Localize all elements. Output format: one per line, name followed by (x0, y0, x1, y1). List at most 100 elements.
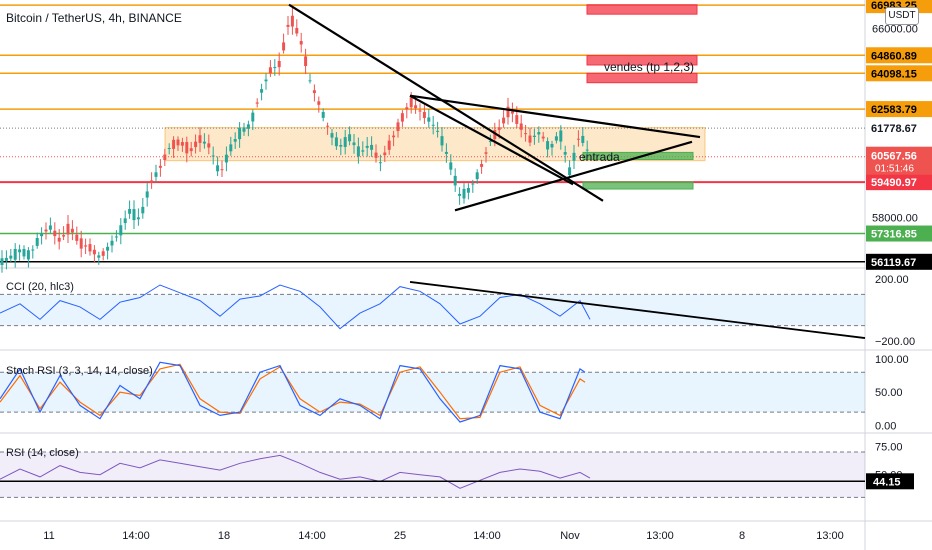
candle (224, 154, 228, 163)
rsi-pane-title: RSI (14, close) (6, 447, 79, 459)
candle (277, 60, 281, 68)
trendline (454, 140, 693, 212)
candle (334, 137, 338, 147)
level-label-bg (866, 65, 932, 82)
candle (251, 112, 255, 122)
candle (405, 107, 409, 110)
currency-button[interactable]: USDT (885, 7, 919, 25)
candle (101, 251, 105, 256)
candle (392, 135, 396, 138)
trendline (409, 94, 574, 186)
candle (202, 141, 206, 144)
candle (541, 136, 545, 139)
candle (304, 56, 308, 67)
candle (220, 169, 224, 171)
candle (576, 138, 580, 140)
candle (119, 225, 123, 236)
candle (110, 240, 114, 246)
candle (312, 90, 316, 94)
candle (383, 152, 387, 156)
candle (176, 139, 180, 146)
candle (409, 97, 413, 108)
candle (352, 142, 356, 146)
candle (84, 245, 88, 247)
osc-tick-label: 100.00 (875, 354, 909, 366)
candle (480, 164, 484, 167)
candle (572, 152, 576, 161)
rsi-line (0, 454, 591, 489)
candle (216, 165, 220, 172)
candle (431, 124, 435, 126)
sell-note: vendes (tp 1,2,3) (604, 60, 694, 74)
candle (436, 130, 440, 132)
level-label: 62583.79 (871, 104, 917, 116)
candle (295, 27, 299, 34)
time-tick-label: 14:00 (298, 530, 326, 542)
candle (123, 218, 127, 224)
level-label-bg (866, 174, 932, 191)
time-tick-label: Nov (560, 530, 580, 542)
cci-line (0, 284, 591, 330)
candle (299, 41, 303, 45)
countdown-label: 01:51:46 (875, 164, 914, 175)
candle (585, 149, 589, 151)
candle (268, 67, 272, 74)
level-label: 57316.85 (871, 229, 917, 241)
candle (40, 233, 44, 237)
candle (326, 125, 330, 127)
time-tick-label: 13:00 (816, 530, 844, 542)
candle (255, 102, 259, 104)
level-label: 59490.97 (871, 177, 917, 189)
candle (273, 67, 277, 69)
candle (189, 148, 193, 152)
candle (233, 139, 237, 142)
candle (282, 42, 286, 51)
candle (502, 117, 506, 124)
last-price-label: 60567.56 (871, 151, 917, 163)
candle (546, 141, 550, 150)
candle (475, 172, 479, 180)
entry-box (582, 151, 694, 160)
candle (154, 172, 158, 177)
candle (427, 117, 431, 122)
candle (422, 111, 426, 118)
time-tick-label: 8 (739, 530, 745, 542)
stoch-d-line (0, 363, 586, 420)
candle (106, 246, 110, 251)
osc-tick-label: 50.00 (875, 387, 903, 399)
osc-tick-label: 0.00 (875, 420, 896, 432)
candle (528, 135, 532, 143)
candle (62, 235, 66, 237)
candle (317, 101, 321, 105)
band-fill (0, 452, 865, 498)
candle (211, 155, 215, 157)
candle (506, 106, 510, 118)
level-label: 64098.15 (871, 68, 917, 80)
level-label: 64860.89 (871, 50, 917, 62)
candle (339, 145, 343, 147)
entry-box (582, 181, 694, 190)
candle (453, 175, 457, 186)
price-drawings (0, 4, 865, 263)
candle (18, 249, 22, 253)
candle (524, 133, 528, 135)
rsi-level-label: 44.15 (873, 476, 901, 488)
candle (92, 249, 96, 255)
candle (365, 145, 369, 148)
candle (361, 150, 365, 152)
price-tick-label: 58000.00 (872, 212, 918, 224)
candle (48, 225, 52, 230)
candle (70, 228, 74, 233)
candle (440, 136, 444, 146)
level-label: 56119.67 (871, 257, 916, 269)
candle (198, 135, 202, 143)
candle (356, 146, 360, 157)
osc-tick-label: 75.00 (875, 441, 903, 453)
candle (370, 144, 374, 150)
candle (31, 249, 35, 251)
level-label-bg (866, 225, 932, 242)
candle (510, 111, 514, 114)
candle (387, 140, 391, 150)
candle (53, 230, 57, 237)
